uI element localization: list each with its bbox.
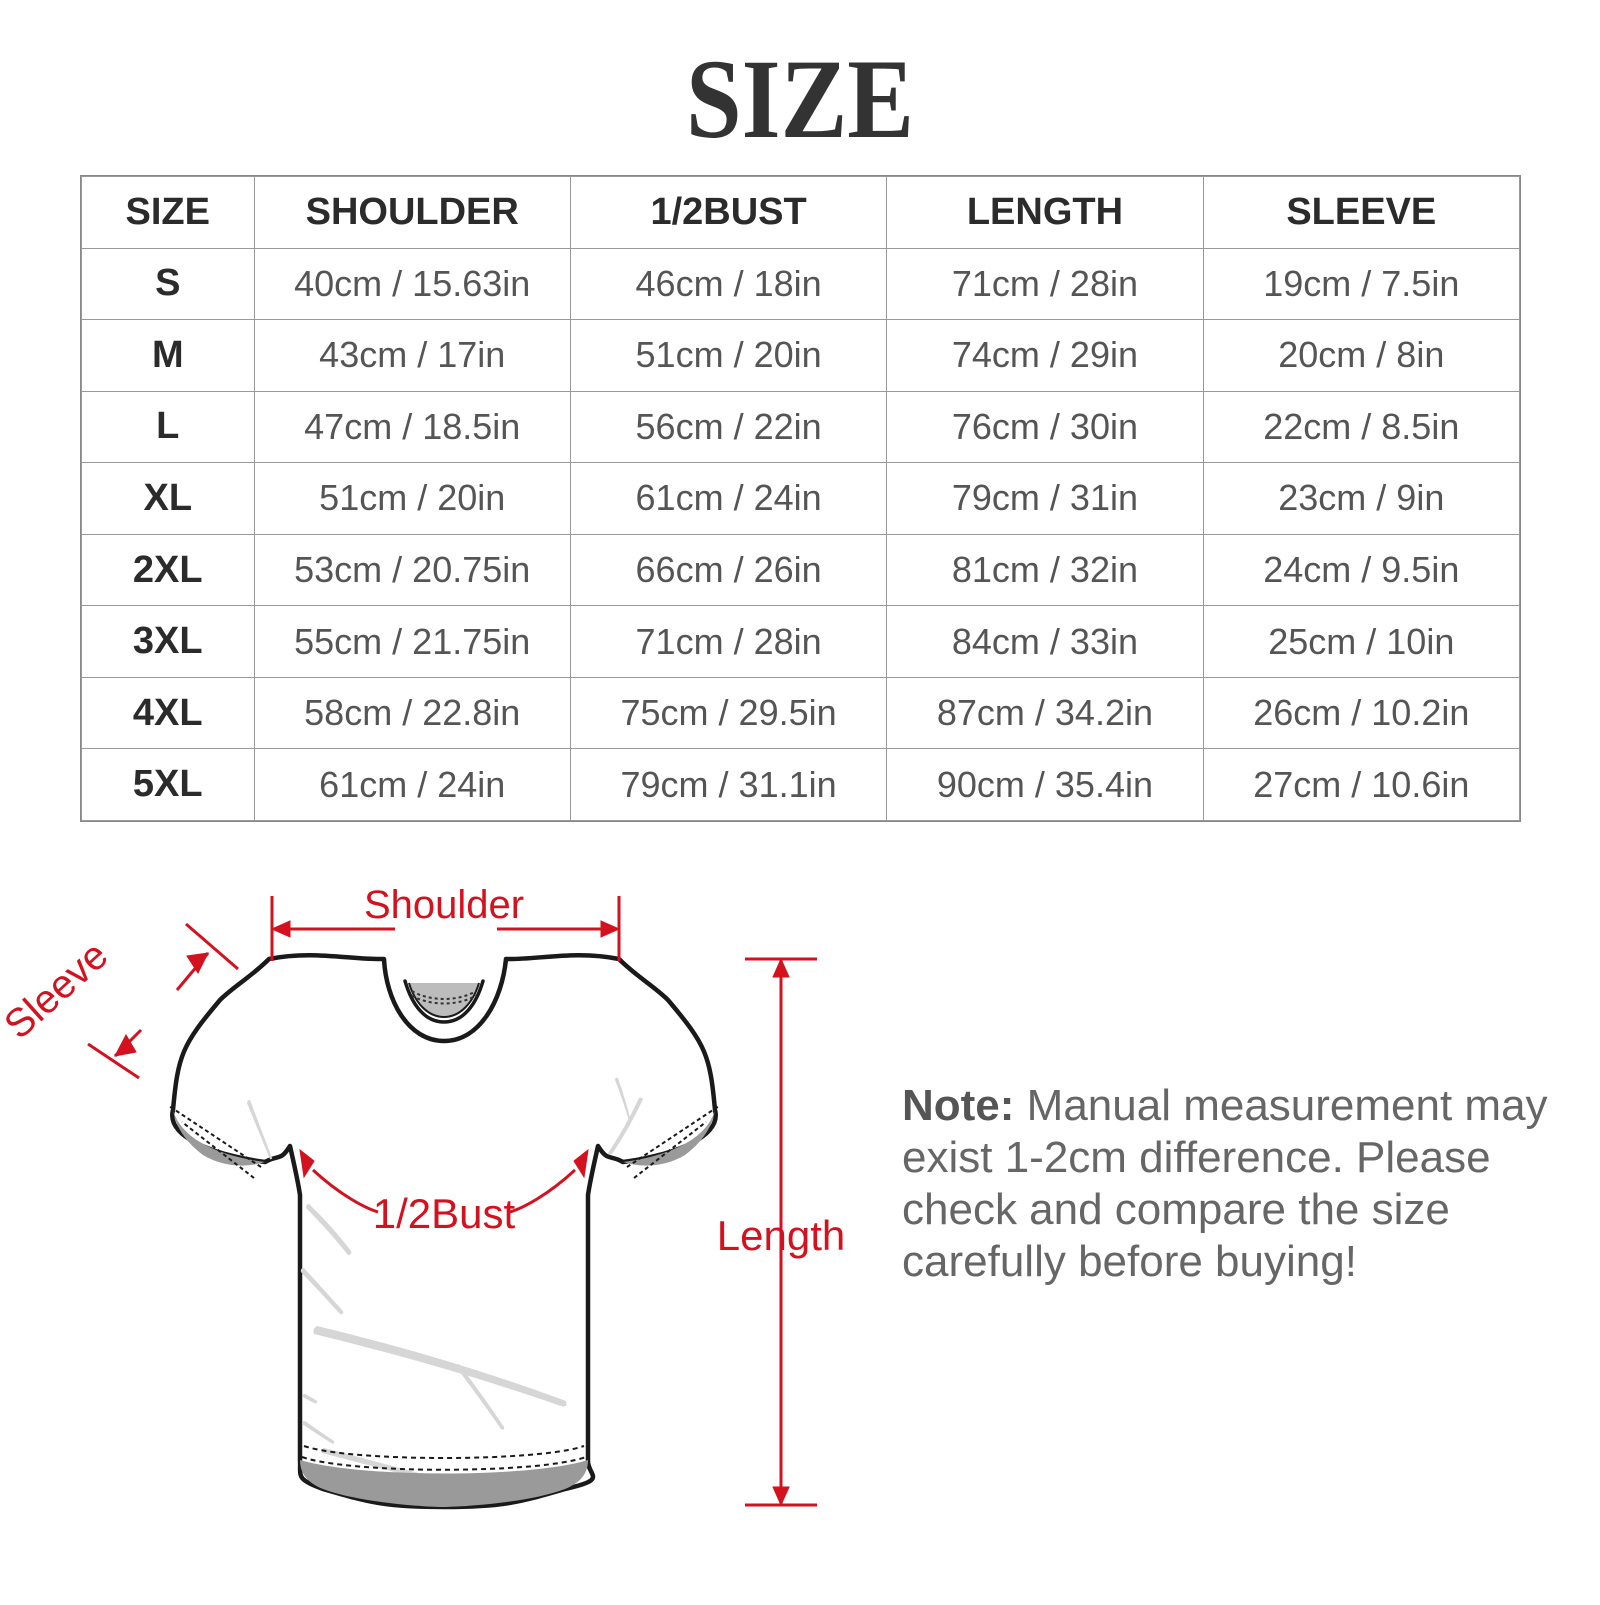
svg-text:Sleeve: Sleeve (0, 933, 116, 1048)
svg-text:Shoulder: Shoulder (364, 883, 524, 927)
svg-text:1/2Bust: 1/2Bust (373, 1190, 516, 1237)
svg-text:Length: Length (717, 1212, 845, 1259)
